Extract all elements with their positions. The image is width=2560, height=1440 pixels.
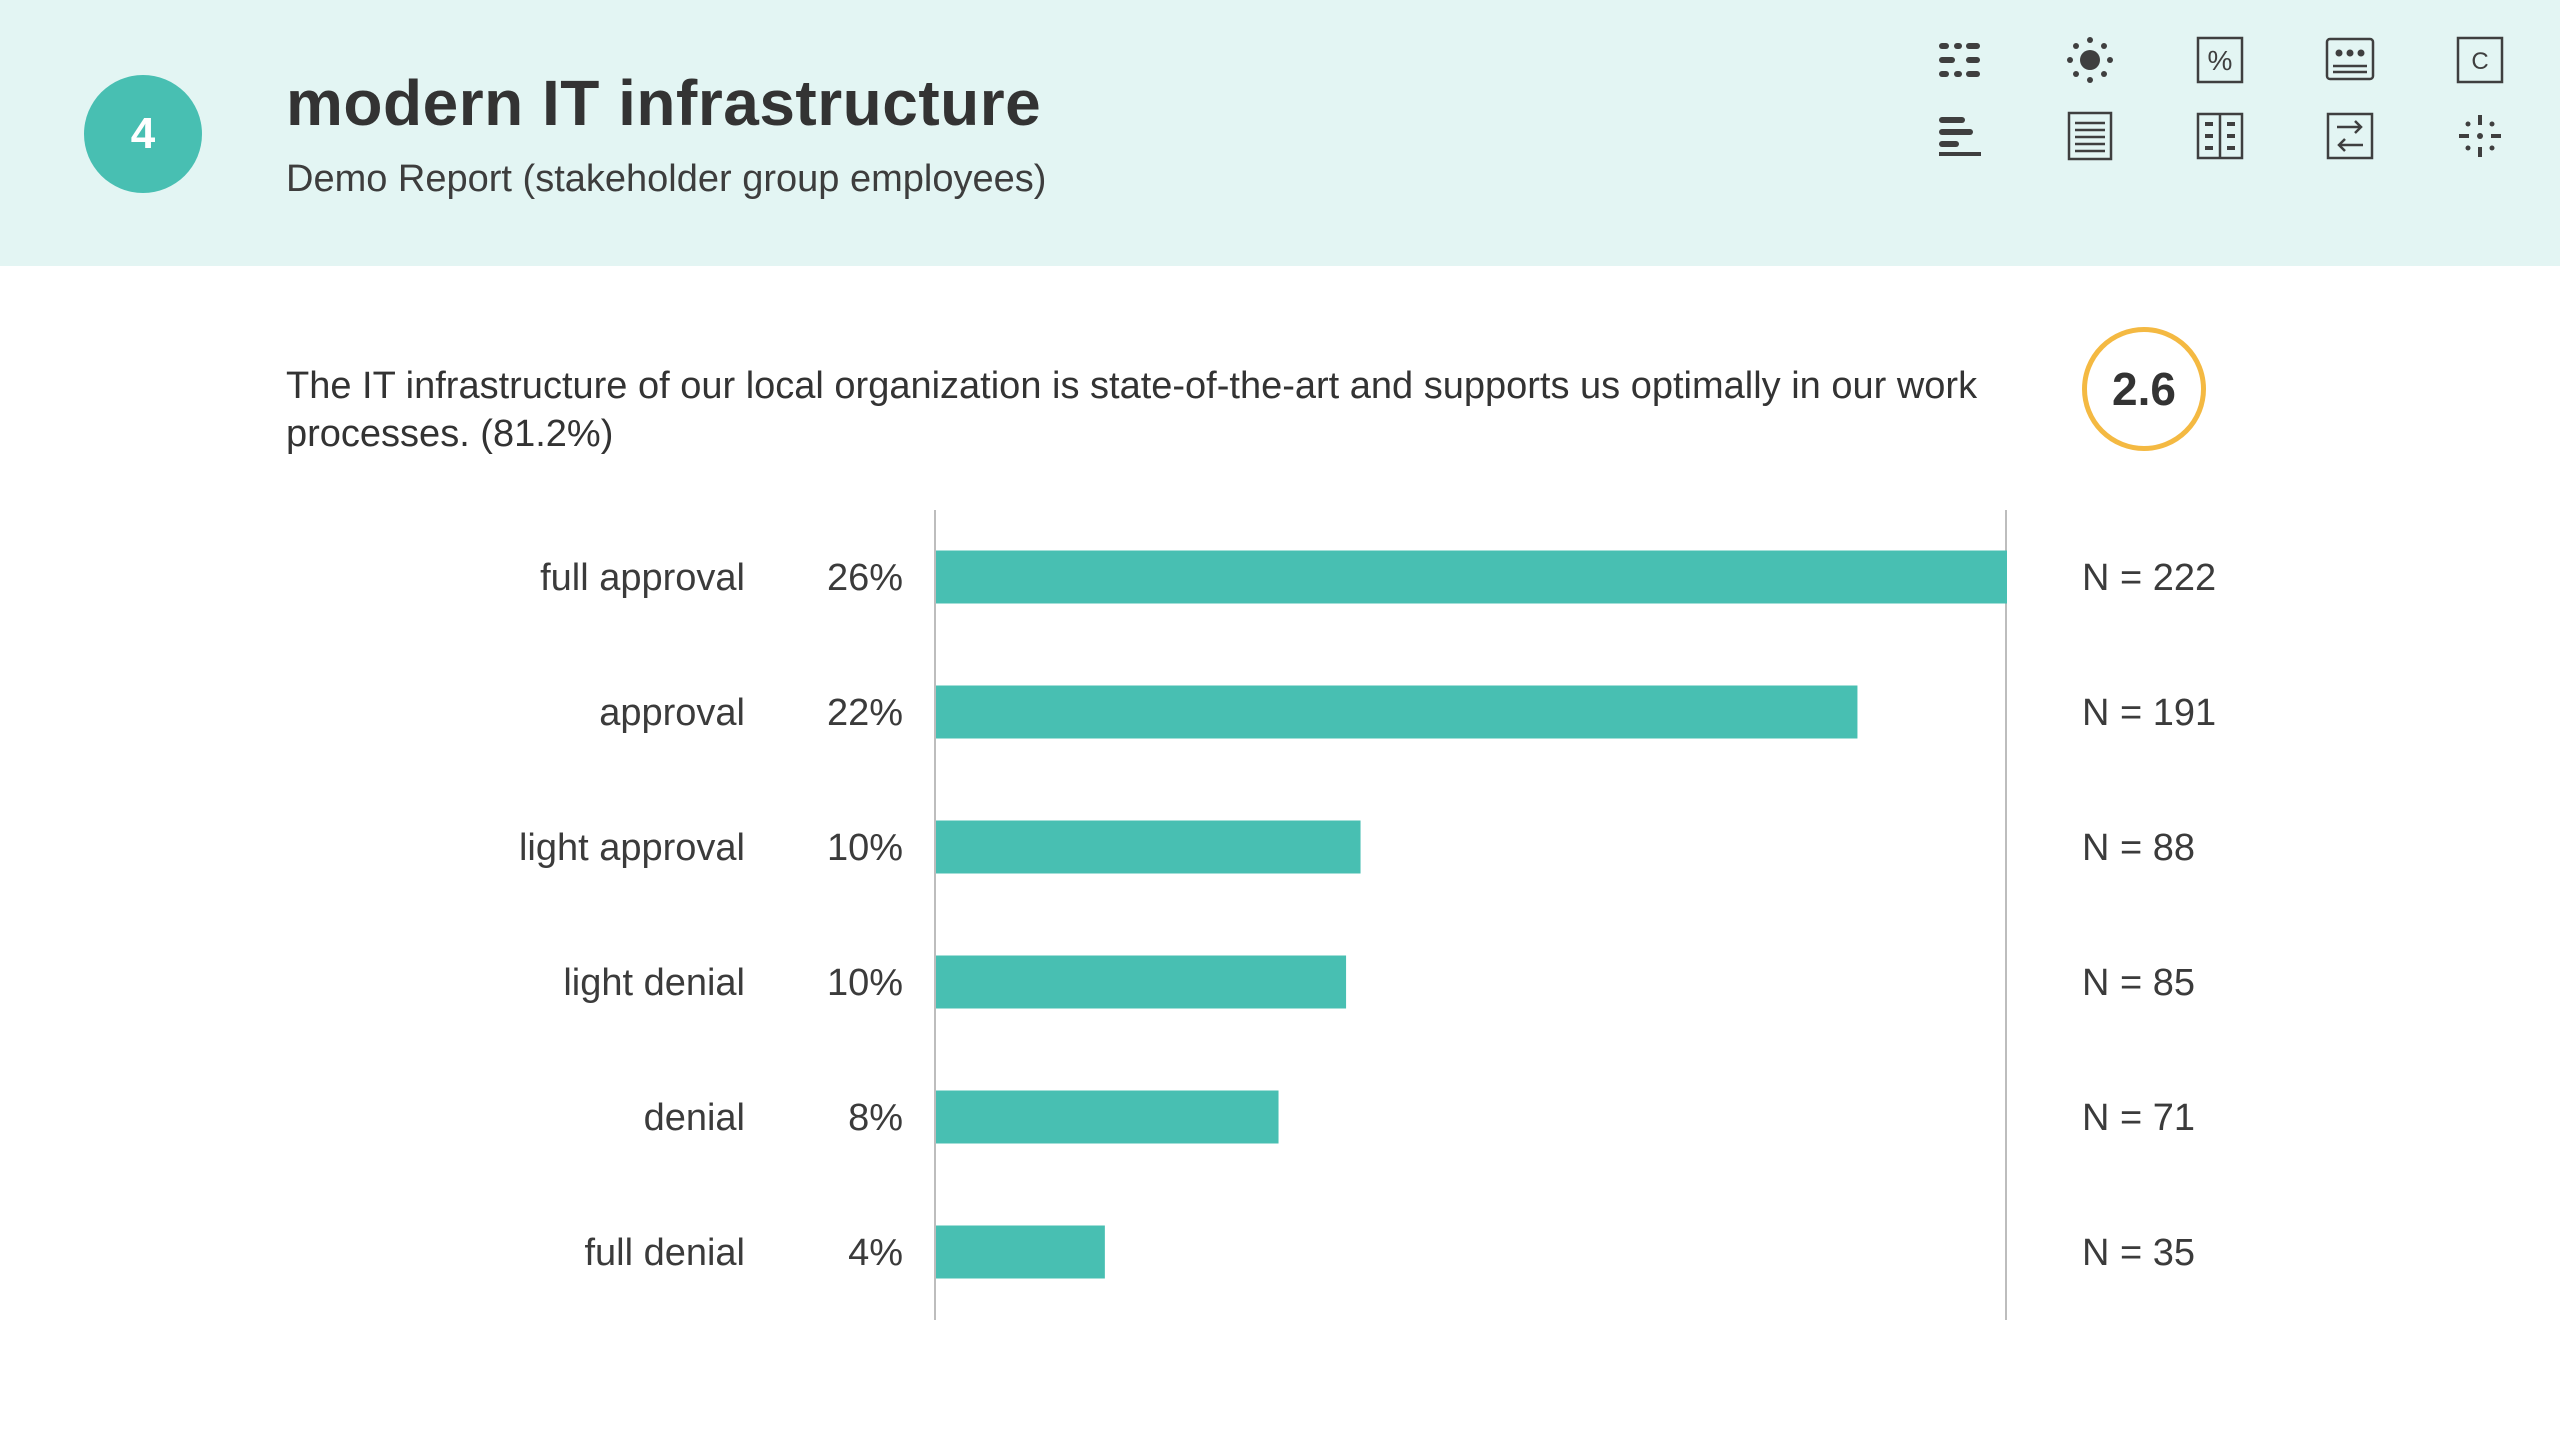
percent-label: 10% [827,962,903,1004]
bar [936,955,1347,1009]
category-label: denial [644,1097,745,1139]
percent-label: 4% [848,1232,903,1274]
bar-chart: full approval 26% N = 222 approval 22% N = 19… [519,510,2216,1320]
category-label: approval [599,692,745,734]
bar [936,820,1361,874]
list-grid-icon[interactable] [1930,30,1990,90]
percent-glyph: % [2208,45,2233,76]
bar [936,550,2007,604]
category-label: light denial [563,962,745,1004]
swap-arrows-icon[interactable] [2320,106,2380,166]
report-header: 4 modern IT infrastructure Demo Report (… [0,0,2560,266]
percent-label: 10% [827,827,903,869]
sparkle-icon[interactable] [2450,106,2510,166]
bar [936,685,1858,739]
n-count-label: N = 71 [2082,1097,2195,1139]
bar-align-icon[interactable] [1930,106,1990,166]
question-number-badge: 4 [84,75,202,193]
category-label: light approval [519,827,745,869]
dots-panel-icon[interactable] [2320,30,2380,90]
bar [936,1090,1279,1144]
toolbar: % C [1930,30,2560,182]
bar [936,1225,1105,1279]
n-count-label: N = 85 [2082,962,2195,1004]
settings-gear-icon[interactable] [2060,30,2120,90]
question-text: The IT infrastructure of our local organ… [286,365,1978,455]
percent-label: 8% [848,1097,903,1139]
n-count-label: N = 191 [2082,692,2216,734]
percent-label: 26% [827,557,903,599]
percent-label: 22% [827,692,903,734]
n-count-label: N = 35 [2082,1232,2195,1274]
table-grid-icon[interactable] [2190,106,2250,166]
n-count-label: N = 222 [2082,557,2216,599]
page-title: modern IT infrastructure [286,67,1042,139]
c-glyph: C [2471,48,2488,75]
n-count-label: N = 88 [2082,827,2195,869]
c-box-icon[interactable]: C [2450,30,2510,90]
percent-icon[interactable]: % [2190,30,2250,90]
category-label: full approval [540,557,745,599]
mean-score-circle: 2.6 [2082,327,2206,451]
document-lines-icon[interactable] [2060,106,2120,166]
category-label: full denial [584,1232,745,1274]
page-subtitle: Demo Report (stakeholder group employees… [286,158,1047,200]
